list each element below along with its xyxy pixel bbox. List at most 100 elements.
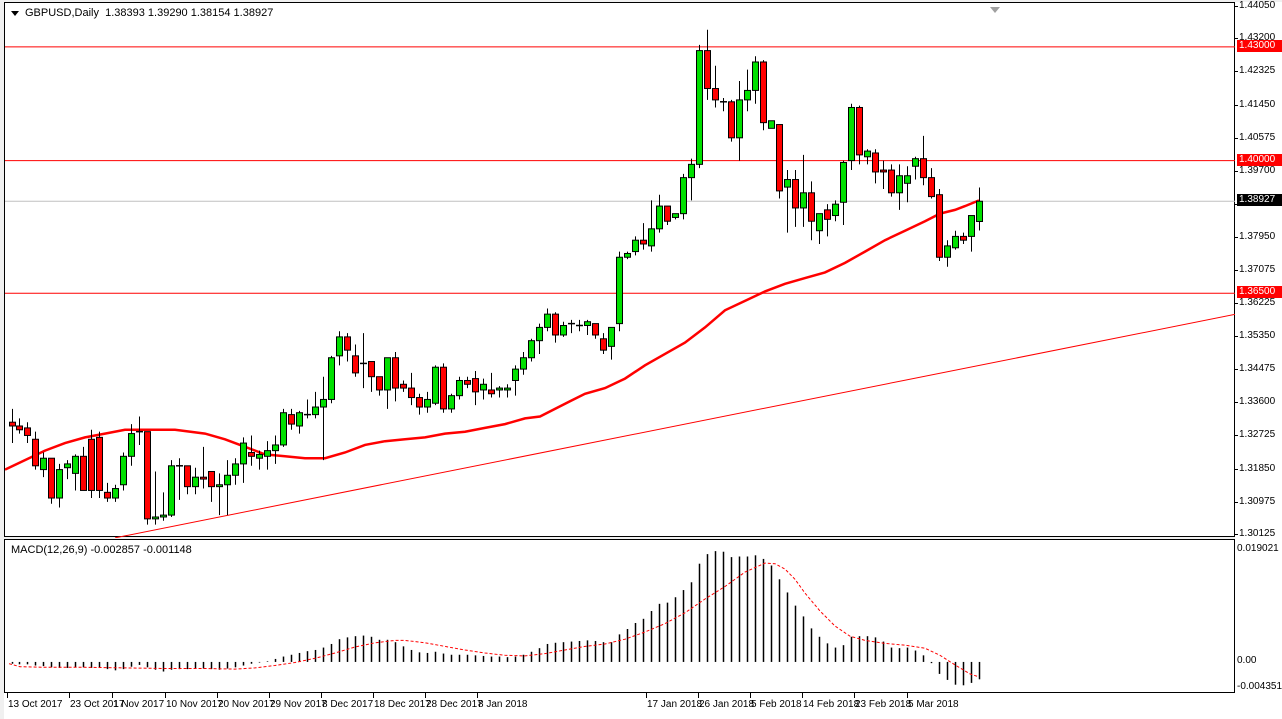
candle	[880, 160, 887, 190]
candle	[840, 160, 847, 226]
candle	[176, 458, 183, 500]
time-tick-label: 17 Jan 2018	[647, 699, 703, 710]
candlestick-chart	[5, 29, 1236, 538]
time-tick	[69, 693, 70, 698]
price-tick-label: 1.31850	[1239, 462, 1276, 474]
candle	[536, 323, 543, 354]
candle	[344, 333, 351, 362]
candle	[304, 399, 311, 419]
price-tick	[1235, 468, 1238, 470]
candle	[768, 120, 775, 129]
candle	[48, 457, 55, 504]
time-tick	[646, 693, 647, 698]
price-tick-label: 1.35350	[1239, 329, 1276, 341]
candle	[272, 435, 279, 464]
candle	[632, 236, 639, 256]
candle	[296, 410, 303, 434]
candle	[544, 308, 551, 332]
time-tick-label: 8 Dec 2017	[322, 699, 374, 710]
time-tick	[854, 693, 855, 698]
candle	[320, 376, 327, 461]
price-tick	[1235, 38, 1238, 40]
candle	[680, 173, 687, 220]
candle	[128, 424, 135, 466]
chevron-down-icon[interactable]	[11, 10, 19, 16]
macd-signal-line	[8, 562, 980, 678]
price-tick	[1235, 237, 1238, 239]
candle	[88, 429, 95, 499]
price-tick	[1235, 335, 1238, 337]
candle	[136, 416, 143, 445]
candle	[160, 492, 167, 521]
price-chart-panel[interactable]: GBPUSD,Daily 1.38393 1.39290 1.38154 1.3…	[4, 2, 1236, 538]
price-tick-label: 1.32725	[1239, 429, 1276, 441]
price-tick-label: 1.30975	[1239, 495, 1276, 507]
price-level-tag: 1.40000	[1237, 153, 1282, 166]
price-tick-label: 1.42325	[1239, 65, 1276, 77]
candle	[928, 168, 935, 199]
price-tick-label: 1.40575	[1239, 131, 1276, 143]
candle	[816, 213, 823, 244]
price-tick-label: 1.41450	[1239, 98, 1276, 110]
candle	[528, 338, 535, 362]
time-tick	[750, 693, 751, 698]
time-tick	[802, 693, 803, 698]
candle	[104, 482, 111, 502]
candle	[168, 460, 175, 517]
candle	[480, 378, 487, 400]
candle	[192, 467, 199, 495]
time-tick-label: 10 Nov 2017	[166, 699, 223, 710]
candle	[760, 60, 767, 131]
price-tick	[1235, 204, 1238, 206]
macd-indicator-panel[interactable]: MACD(12,26,9) -0.002857 -0.001148	[4, 539, 1235, 693]
candle	[776, 124, 783, 199]
candle	[560, 321, 567, 337]
candle	[936, 189, 943, 262]
price-tick-label: 1.37950	[1239, 231, 1276, 243]
candle	[792, 170, 799, 227]
time-axis[interactable]: 13 Oct 2017 23 Oct 2017 1 Nov 2017 10 Nov 2…	[4, 693, 1282, 719]
candle	[944, 240, 951, 267]
candle	[64, 460, 71, 480]
price-tick-label: 1.44050	[1239, 0, 1276, 11]
candle	[24, 422, 31, 444]
candle	[80, 446, 87, 491]
candle	[952, 230, 959, 250]
candle	[400, 380, 407, 392]
candle	[120, 452, 127, 491]
time-tick-label: 20 Nov 2017	[218, 699, 275, 710]
chart-header: GBPUSD,Daily 1.38393 1.39290 1.38154 1.3…	[11, 7, 273, 19]
candle	[280, 408, 287, 447]
candle	[360, 333, 367, 389]
candle	[144, 431, 151, 525]
shift-marker-icon[interactable]	[990, 7, 1000, 13]
candle	[704, 29, 711, 100]
macd-chart	[8, 551, 981, 686]
candle	[784, 170, 791, 233]
price-tick	[1235, 402, 1238, 404]
candle	[872, 149, 879, 184]
candle	[200, 446, 207, 489]
candle	[352, 344, 359, 377]
time-tick-label: 14 Feb 2018	[803, 699, 860, 710]
time-tick	[321, 693, 322, 698]
price-tick-label: 1.33600	[1239, 396, 1276, 408]
time-tick-label: 8 Jan 2018	[478, 699, 528, 710]
candle	[288, 408, 295, 430]
price-axis[interactable]: 1.44050 1.43200 1.42325 1.41450 1.40575 1.397…	[1235, 0, 1282, 693]
candle	[472, 371, 479, 406]
candle	[728, 99, 735, 142]
candle	[832, 200, 839, 222]
time-tick-label: 29 Nov 2017	[270, 699, 327, 710]
candle	[824, 204, 831, 237]
candle	[712, 65, 719, 108]
price-tick	[1235, 302, 1238, 304]
candle	[848, 103, 855, 171]
trendline[interactable]	[114, 313, 1236, 538]
price-tick	[1235, 369, 1238, 371]
price-tick	[1235, 435, 1238, 437]
candle	[656, 194, 663, 233]
candle	[9, 408, 16, 444]
candle	[224, 460, 231, 516]
